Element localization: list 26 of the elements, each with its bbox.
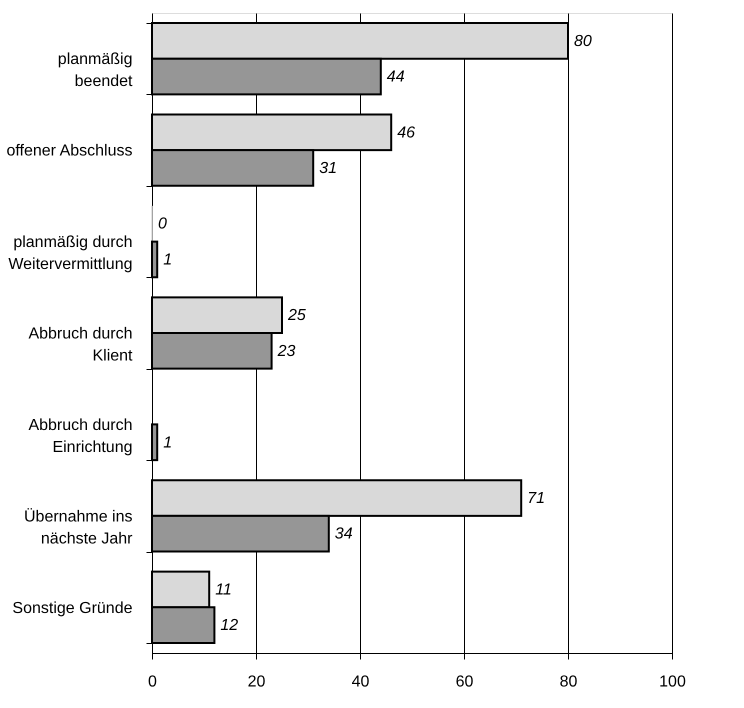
y-tick-label: Übernahme ins nächste Jahr: [24, 507, 134, 548]
y-tick-label: Sonstige Gründe: [12, 600, 133, 617]
data-label: 46: [397, 124, 416, 142]
y-tick-label: offener Abschluss: [6, 142, 132, 160]
data-label: 34: [334, 526, 353, 543]
data-label: 1: [163, 434, 172, 452]
data-label: 80: [574, 32, 592, 50]
x-tick-label: 60: [456, 674, 474, 690]
y-tick-label: planmäßig durch Weitervermittlung: [8, 234, 132, 274]
data-label: 1: [163, 251, 172, 268]
data-label: 23: [276, 342, 296, 360]
data-label: 12: [220, 617, 238, 634]
data-label: 0: [158, 216, 167, 233]
data-label: 31: [319, 160, 337, 177]
data-label: 25: [287, 307, 306, 324]
data-label: 71: [527, 490, 545, 508]
data-label: 11: [215, 581, 232, 598]
x-tick-label: 20: [248, 674, 266, 690]
y-tick-label: Abbruch durch Klient: [28, 326, 134, 364]
x-tick-label: 100: [659, 674, 686, 690]
data-label: 44: [386, 68, 405, 86]
x-tick-label: 40: [352, 674, 370, 690]
x-tick-label: 0: [148, 674, 158, 690]
x-tick-label: 80: [560, 674, 578, 690]
y-tick-label: Abbruch durch Einrichtung: [28, 416, 132, 456]
y-tick-label: planmäßig beendet: [58, 51, 134, 90]
